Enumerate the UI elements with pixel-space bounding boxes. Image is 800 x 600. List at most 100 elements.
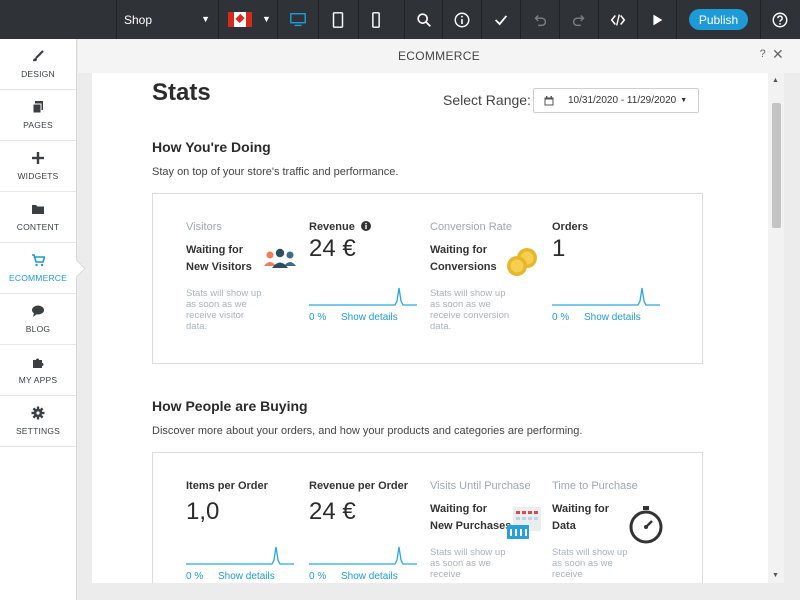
sidebar-item-blog[interactable]: BLOG: [0, 294, 76, 345]
stat-heading: Revenue: [309, 221, 424, 233]
stat-heading: Visitors: [186, 221, 222, 233]
sidebar-item-pages[interactable]: PAGES: [0, 90, 76, 141]
waiting-line: Waiting for: [430, 503, 488, 515]
code-icon: [610, 13, 626, 26]
puzzle-icon: [33, 358, 44, 368]
check-button[interactable]: [481, 0, 521, 39]
coins-icon: [507, 248, 537, 276]
stat-footer: 0 % Show details: [309, 312, 398, 323]
sidebar-item-label: WIDGETS: [17, 171, 59, 181]
stat-note: Stats will show up as soon as we receive: [430, 547, 506, 580]
section-title-buying: How People are Buying: [152, 398, 308, 414]
waiting-line: New Purchases: [430, 520, 512, 532]
redo-button[interactable]: [559, 0, 599, 39]
panel-help-button[interactable]: ?: [759, 48, 766, 60]
visits-until-purchase-stat: Visits Until Purchase Waiting for New Pu…: [430, 480, 545, 580]
undo-button[interactable]: [520, 0, 560, 39]
change-percent: 0 %: [186, 571, 204, 582]
waiting-text: Waiting for Data: [552, 501, 667, 535]
panel-title: ECOMMERCE: [397, 49, 481, 63]
separator: [218, 0, 219, 39]
info-icon[interactable]: [360, 221, 371, 231]
stat-note: Stats will show up as soon as we receive: [552, 547, 628, 580]
stat-heading: Revenue per Order: [309, 480, 409, 492]
cart-icon: [32, 254, 45, 267]
show-details-link[interactable]: Show details: [584, 312, 641, 323]
folder-icon: [32, 205, 44, 214]
redo-icon: [572, 14, 585, 26]
stat-value: 24 €: [309, 498, 356, 525]
waiting-line: Data: [552, 520, 576, 532]
sidebar-item-label: SETTINGS: [15, 426, 61, 436]
doing-card: Visitors Waiting for New Visitors Stats …: [152, 193, 703, 364]
panel-header: ECOMMERCE ? ✕: [78, 39, 800, 73]
info-button[interactable]: [442, 0, 482, 39]
visitors-people-icon: [264, 248, 296, 268]
scroll-down-icon[interactable]: ▼: [772, 572, 779, 579]
separator: [358, 0, 359, 39]
stat-heading: Time to Purchase: [552, 480, 638, 492]
date-range-select[interactable]: 10/31/2020 - 11/29/2020 ▼: [533, 88, 699, 113]
range-label: Select Range:: [443, 92, 531, 108]
stat-footer: 0 % Show details: [309, 571, 398, 582]
sidebar-item-label: DESIGN: [21, 69, 55, 79]
scroll-up-icon[interactable]: ▲: [772, 77, 779, 84]
scrollbar[interactable]: ▲ ▼: [768, 73, 784, 583]
sidebar-item-ecommerce[interactable]: ECOMMERCE: [0, 243, 76, 294]
search-button[interactable]: [404, 0, 444, 39]
chevron-down-icon[interactable]: ▼: [262, 14, 271, 24]
close-icon[interactable]: ✕: [771, 46, 784, 62]
code-button[interactable]: [598, 0, 638, 39]
desktop-view-button[interactable]: [278, 0, 318, 39]
sidebar-item-content[interactable]: CONTENT: [0, 192, 76, 243]
tablet-icon: [332, 11, 344, 28]
sidebar-item-widgets[interactable]: WIDGETS: [0, 141, 76, 192]
pages-icon: [32, 101, 43, 114]
play-icon: [653, 14, 663, 25]
canada-flag-icon[interactable]: [228, 12, 252, 27]
tablet-view-button[interactable]: [318, 0, 358, 39]
page-select[interactable]: Shop ▼: [116, 0, 218, 39]
show-details-link[interactable]: Show details: [218, 571, 275, 582]
search-icon: [417, 12, 431, 27]
store-calendar-icon: [507, 507, 541, 539]
waiting-line: Waiting for: [430, 244, 488, 256]
publish-button[interactable]: Publish: [689, 9, 748, 30]
separator: [116, 0, 117, 39]
waiting-text: Waiting for New Purchases: [430, 501, 545, 535]
stat-heading: Visits Until Purchase: [430, 480, 531, 492]
waiting-text: Waiting for New Visitors: [186, 242, 301, 276]
preview-button[interactable]: [637, 0, 677, 39]
sidebar: DESIGN PAGES WIDGETS CONTENT ECOMMERCE B…: [0, 39, 77, 600]
info-icon: [454, 12, 470, 27]
separator: [676, 0, 677, 39]
sidebar-item-label: BLOG: [25, 324, 51, 334]
items-per-order-stat: Items per Order 1,0 0 % Show details: [186, 480, 301, 582]
sidebar-item-settings[interactable]: SETTINGS: [0, 396, 76, 447]
brush-icon: [33, 50, 44, 62]
undo-icon: [534, 14, 547, 26]
separator: [442, 0, 443, 39]
date-range-value: 10/31/2020 - 11/29/2020: [568, 95, 677, 106]
top-toolbar: Shop ▼ ▼ Publish: [0, 0, 800, 39]
separator: [277, 0, 278, 39]
chevron-down-icon: ▼: [201, 14, 210, 24]
stat-value: 1: [552, 235, 566, 262]
orders-stat: Orders 1 0 % Show details: [552, 221, 667, 323]
sidebar-item-label: PAGES: [23, 120, 53, 130]
stat-note: Stats will show up as soon as we receive…: [186, 288, 262, 332]
sidebar-item-design[interactable]: DESIGN: [0, 39, 76, 90]
page-title: Stats: [152, 79, 211, 106]
show-details-link[interactable]: Show details: [341, 571, 398, 582]
change-percent: 0 %: [309, 571, 327, 582]
sidebar-item-my-apps[interactable]: MY APPS: [0, 345, 76, 396]
mobile-view-button[interactable]: [356, 0, 396, 39]
revenue-per-order-stat: Revenue per Order 24 € 0 % Show details: [309, 480, 424, 582]
check-icon: [494, 14, 508, 25]
separator: [637, 0, 638, 39]
help-button[interactable]: [760, 0, 800, 39]
time-to-purchase-stat: Time to Purchase Waiting for Data Stats …: [552, 480, 667, 580]
scrollbar-thumb[interactable]: [772, 103, 781, 228]
help-icon: [772, 12, 788, 27]
show-details-link[interactable]: Show details: [341, 312, 398, 323]
